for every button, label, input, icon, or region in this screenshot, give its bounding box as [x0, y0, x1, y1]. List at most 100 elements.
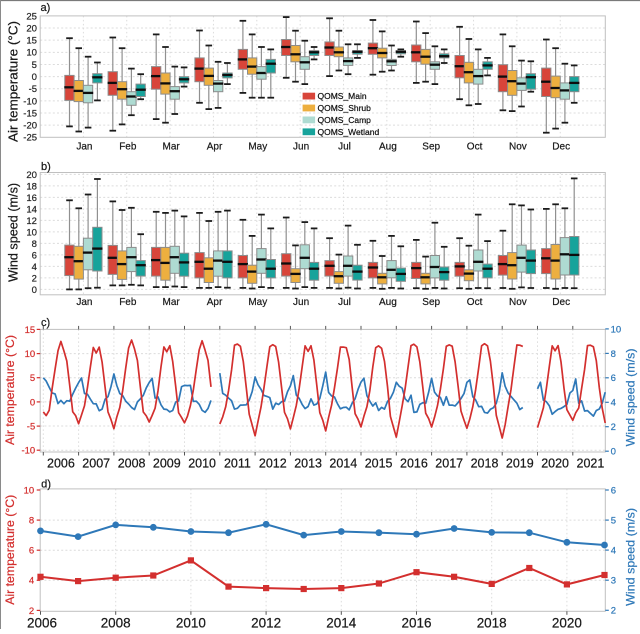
- svg-text:16: 16: [26, 193, 37, 204]
- svg-text:Air temperature (°C): Air temperature (°C): [3, 495, 17, 605]
- svg-text:10: 10: [24, 485, 35, 496]
- svg-text:2016: 2016: [402, 615, 432, 629]
- svg-text:a): a): [41, 2, 51, 14]
- svg-text:-5: -5: [27, 422, 35, 433]
- svg-text:Oct: Oct: [467, 297, 483, 308]
- svg-text:4: 4: [611, 398, 616, 409]
- svg-text:2021: 2021: [577, 455, 605, 470]
- svg-text:6: 6: [29, 546, 34, 557]
- svg-text:Oct: Oct: [467, 142, 483, 153]
- svg-text:-20: -20: [23, 121, 37, 132]
- svg-text:-10: -10: [23, 96, 37, 107]
- svg-text:Aug: Aug: [379, 142, 397, 153]
- svg-text:15: 15: [25, 325, 36, 336]
- svg-text:-5: -5: [29, 84, 37, 95]
- svg-text:2007: 2007: [82, 455, 110, 470]
- svg-text:4: 4: [611, 546, 616, 557]
- svg-text:2008: 2008: [101, 615, 131, 629]
- svg-text:b): b): [41, 161, 51, 173]
- svg-text:-10: -10: [22, 446, 36, 457]
- svg-text:10: 10: [25, 349, 36, 360]
- svg-text:Air temperature (°C): Air temperature (°C): [6, 21, 21, 142]
- svg-text:Nov: Nov: [509, 297, 528, 308]
- svg-text:20: 20: [26, 170, 37, 181]
- svg-text:15: 15: [26, 36, 37, 47]
- svg-text:2019: 2019: [506, 455, 534, 470]
- svg-text:-15: -15: [23, 108, 37, 119]
- svg-text:2009: 2009: [153, 455, 181, 470]
- svg-text:2020: 2020: [552, 615, 582, 629]
- svg-text:Apr: Apr: [207, 297, 223, 308]
- svg-text:Mar: Mar: [163, 297, 181, 308]
- svg-text:QOMS_Shrub: QOMS_Shrub: [318, 103, 372, 113]
- svg-text:2012: 2012: [251, 615, 281, 629]
- svg-text:8: 8: [32, 239, 37, 250]
- svg-text:5: 5: [611, 516, 616, 527]
- svg-text:0: 0: [611, 447, 616, 458]
- svg-text:2: 2: [611, 606, 616, 617]
- svg-text:2008: 2008: [118, 455, 146, 470]
- svg-text:6: 6: [32, 250, 37, 261]
- svg-text:2018: 2018: [477, 615, 507, 629]
- svg-text:2014: 2014: [326, 615, 356, 629]
- svg-text:QOMS_Main: QOMS_Main: [318, 91, 367, 101]
- svg-text:0: 0: [32, 72, 37, 83]
- svg-text:-25: -25: [23, 133, 37, 144]
- svg-text:2012: 2012: [259, 455, 287, 470]
- svg-text:2017: 2017: [435, 455, 463, 470]
- svg-text:Jul: Jul: [338, 142, 351, 153]
- svg-text:d): d): [41, 478, 51, 490]
- svg-text:Jun: Jun: [293, 142, 309, 153]
- svg-text:14: 14: [26, 204, 37, 215]
- svg-text:0: 0: [32, 285, 37, 296]
- svg-text:3: 3: [611, 576, 616, 587]
- svg-text:Feb: Feb: [119, 142, 136, 153]
- svg-text:12: 12: [26, 216, 37, 227]
- svg-text:Jun: Jun: [293, 297, 309, 308]
- svg-text:2013: 2013: [294, 455, 322, 470]
- svg-text:4: 4: [29, 576, 34, 587]
- svg-text:10: 10: [26, 48, 37, 59]
- svg-text:Sep: Sep: [422, 297, 440, 308]
- svg-text:Nov: Nov: [509, 142, 528, 153]
- svg-text:May: May: [248, 142, 268, 153]
- svg-text:2: 2: [29, 606, 34, 617]
- svg-text:2011: 2011: [224, 455, 251, 470]
- svg-text:Jan: Jan: [76, 142, 92, 153]
- svg-text:Jan: Jan: [76, 297, 92, 308]
- svg-text:Jul: Jul: [338, 297, 351, 308]
- svg-text:6: 6: [611, 373, 616, 384]
- svg-text:5: 5: [30, 373, 35, 384]
- svg-text:20: 20: [26, 23, 37, 34]
- svg-text:8: 8: [611, 349, 616, 360]
- svg-text:2014: 2014: [329, 455, 357, 470]
- svg-text:2: 2: [32, 273, 37, 284]
- svg-text:2015: 2015: [365, 455, 393, 470]
- svg-text:2006: 2006: [47, 455, 75, 470]
- svg-text:2: 2: [611, 422, 616, 433]
- svg-text:0: 0: [30, 397, 35, 408]
- svg-text:6: 6: [611, 485, 616, 496]
- svg-text:18: 18: [26, 181, 37, 192]
- svg-text:QOMS_Camp: QOMS_Camp: [318, 115, 372, 125]
- svg-text:Dec: Dec: [552, 297, 570, 308]
- svg-text:2006: 2006: [27, 615, 57, 629]
- svg-text:10: 10: [26, 227, 37, 238]
- svg-text:Dec: Dec: [552, 142, 570, 153]
- svg-text:8: 8: [29, 516, 34, 527]
- svg-text:May: May: [248, 297, 268, 308]
- svg-text:Feb: Feb: [119, 297, 136, 308]
- svg-text:5: 5: [32, 60, 37, 71]
- svg-text:2018: 2018: [471, 455, 499, 470]
- svg-text:Mar: Mar: [163, 142, 181, 153]
- svg-text:Sep: Sep: [422, 142, 440, 153]
- svg-text:25: 25: [26, 11, 37, 22]
- svg-text:Apr: Apr: [207, 142, 223, 153]
- svg-text:2016: 2016: [400, 455, 428, 470]
- svg-text:2010: 2010: [188, 455, 216, 470]
- svg-text:10: 10: [611, 324, 622, 335]
- svg-text:Aug: Aug: [379, 297, 397, 308]
- svg-text:2010: 2010: [176, 615, 206, 629]
- svg-text:Air temperature (°C): Air temperature (°C): [3, 335, 17, 445]
- svg-text:4: 4: [32, 262, 37, 273]
